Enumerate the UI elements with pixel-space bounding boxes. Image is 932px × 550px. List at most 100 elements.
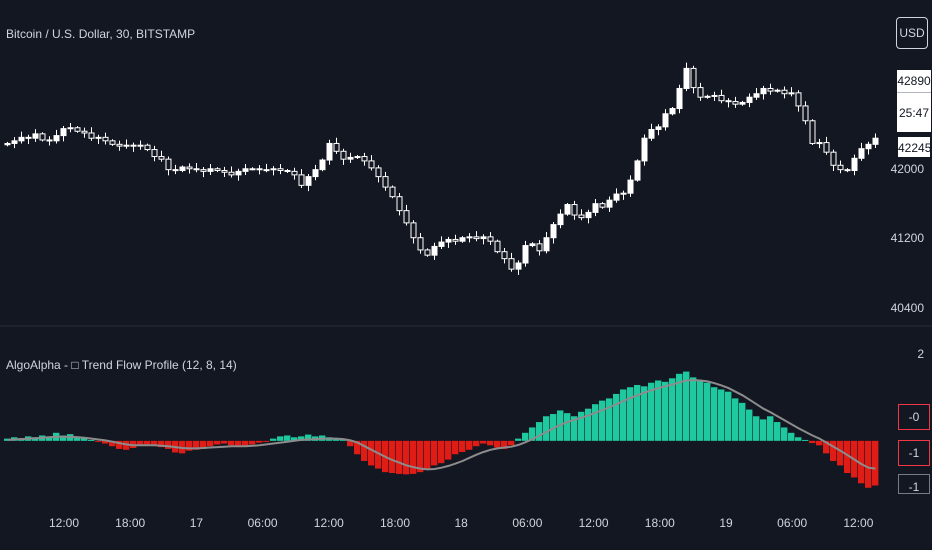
- candle-body: [774, 89, 781, 92]
- histogram-bar: [459, 440, 466, 453]
- candle-body: [172, 169, 179, 172]
- histogram-bar: [676, 373, 683, 441]
- candle-body: [4, 142, 11, 146]
- candle-body: [270, 168, 277, 171]
- candle-body: [704, 95, 711, 98]
- candle-body: [725, 100, 732, 103]
- candle-body: [606, 199, 613, 208]
- price-axis-label: 42000: [890, 161, 924, 176]
- candle-body: [739, 101, 746, 105]
- histogram-bar: [480, 440, 487, 444]
- histogram-bar: [494, 440, 501, 448]
- histogram-bar: [158, 440, 165, 448]
- histogram-bar: [704, 382, 711, 441]
- candle-body: [515, 262, 522, 270]
- candle-body: [501, 251, 508, 260]
- candle-body: [529, 243, 536, 247]
- histogram-bar: [445, 440, 452, 460]
- candle-body: [655, 126, 662, 130]
- histogram-bar: [109, 440, 116, 447]
- candle-body: [263, 169, 270, 172]
- candle-body: [333, 142, 340, 152]
- histogram-bar: [200, 440, 207, 449]
- histogram-bar: [487, 440, 494, 446]
- histogram-bar: [221, 440, 228, 444]
- price-axis-label: 40400: [890, 301, 924, 316]
- histogram-bar: [347, 440, 354, 447]
- candle-body: [641, 137, 648, 162]
- candle-body: [424, 249, 431, 256]
- histogram-bar: [830, 440, 837, 461]
- candle-body: [648, 128, 655, 139]
- candle-body: [571, 204, 578, 216]
- price-axis-label: 41200: [890, 231, 924, 246]
- candle-body: [865, 143, 872, 150]
- candle-body: [809, 120, 816, 144]
- histogram-bar: [620, 389, 627, 441]
- candle-body: [179, 166, 186, 172]
- candle-body: [396, 196, 403, 212]
- candle-body: [81, 130, 88, 134]
- candle-body: [235, 170, 242, 176]
- candle-body: [60, 128, 67, 137]
- candle-body: [389, 186, 396, 198]
- histogram-bar: [683, 371, 690, 441]
- histogram-bar: [431, 440, 438, 466]
- candle-body: [305, 176, 312, 186]
- histogram-bar: [739, 402, 746, 441]
- histogram-bar: [648, 382, 655, 441]
- candle-body: [466, 236, 473, 239]
- candle-body: [53, 135, 60, 142]
- histogram-bar: [151, 440, 158, 446]
- candle-body: [291, 170, 298, 176]
- histogram-bar: [536, 422, 543, 441]
- histogram-bar: [368, 440, 375, 466]
- time-axis-label: 12:00: [843, 516, 874, 530]
- candle-body: [46, 139, 53, 142]
- histogram-bar: [207, 440, 214, 447]
- histogram-bar: [466, 440, 473, 450]
- candle-body: [242, 168, 249, 172]
- histogram-bar: [781, 427, 788, 441]
- currency-button[interactable]: USD: [896, 17, 928, 49]
- histogram-bar: [515, 438, 522, 441]
- histogram-bar: [60, 435, 67, 441]
- candle-body: [18, 136, 25, 142]
- histogram-bar: [746, 409, 753, 441]
- time-axis-label: 18:00: [644, 516, 675, 530]
- histogram-bar: [116, 440, 123, 449]
- candle-body: [851, 157, 858, 172]
- candle-body: [760, 87, 767, 95]
- candle-body: [669, 108, 676, 115]
- candle-body: [746, 96, 753, 103]
- candle-body: [298, 174, 305, 186]
- histogram-bar: [291, 437, 298, 441]
- candle-body: [557, 213, 564, 226]
- candle-body: [816, 142, 823, 145]
- candle-body: [494, 240, 501, 253]
- histogram-bar: [585, 408, 592, 441]
- histogram-bar: [788, 432, 795, 441]
- candle-body: [403, 210, 410, 224]
- candle-body: [375, 167, 382, 178]
- histogram-bar: [144, 440, 151, 445]
- histogram-bar: [844, 440, 851, 474]
- time-axis-label: 17: [189, 516, 204, 530]
- histogram-bar: [249, 440, 256, 445]
- candle-body: [256, 168, 263, 171]
- histogram-bar: [396, 440, 403, 474]
- histogram-bar: [165, 440, 172, 449]
- candle-body: [480, 236, 487, 240]
- candle-body: [32, 133, 39, 139]
- histogram-bar: [564, 413, 571, 441]
- time-axis-label: 06:00: [777, 516, 808, 530]
- candle-body: [676, 87, 683, 110]
- candle-body: [550, 224, 557, 239]
- candle-body: [165, 158, 172, 171]
- candle-body: [214, 168, 221, 172]
- candle-body: [585, 211, 592, 219]
- signal-line: [7, 379, 876, 471]
- candle-body: [487, 236, 494, 242]
- histogram-bar: [102, 440, 109, 444]
- candle-body: [11, 140, 18, 144]
